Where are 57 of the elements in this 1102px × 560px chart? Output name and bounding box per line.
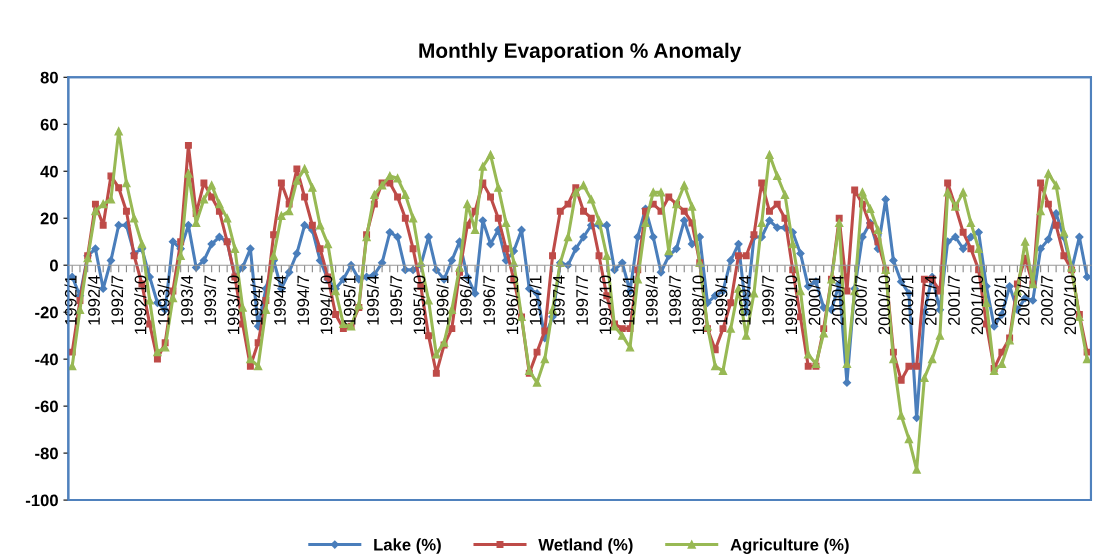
x-tick-label: 2002/7 xyxy=(1040,275,1053,326)
x-tick-label: 1998/4 xyxy=(645,275,658,325)
x-tick-label: 1995/1 xyxy=(343,275,356,325)
x-tick-label: 1996/4 xyxy=(459,275,472,325)
x-tick-label: 1996/1 xyxy=(436,275,449,325)
x-tick-label: 1998/7 xyxy=(668,275,681,325)
x-tick-label: 1994/1 xyxy=(250,275,263,325)
x-tick-label: 2002/1 xyxy=(994,275,1007,326)
x-tick-label: 1994/7 xyxy=(296,275,310,325)
x-tick-label: 1994/10 xyxy=(320,275,333,334)
y-tick-label: 40 xyxy=(40,165,58,178)
x-tick-label: 1998/1 xyxy=(622,275,635,325)
y-tick-label: -60 xyxy=(35,400,58,413)
x-tick-label: 2002/4 xyxy=(1017,275,1030,326)
y-tick-label: 60 xyxy=(40,118,58,131)
x-tick-label: 1992/10 xyxy=(134,275,147,334)
x-tick-label: 2001/1 xyxy=(901,275,914,326)
x-tick-label: 1997/4 xyxy=(552,275,565,325)
legend-label: Wetland (%) xyxy=(538,538,633,554)
x-tick-label: 2000/4 xyxy=(831,275,844,326)
x-tick-label: 2002/10 xyxy=(1063,275,1077,335)
chart-title: Monthly Evaporation % Anomaly xyxy=(419,42,742,63)
x-tick-label: 1996/7 xyxy=(482,275,496,325)
x-tick-label: 1996/10 xyxy=(506,275,519,334)
x-tick-label: 1999/1 xyxy=(715,275,728,325)
x-tick-label: 1993/1 xyxy=(157,275,170,325)
x-tick-label: 1994/4 xyxy=(273,275,286,325)
x-tick-label: 2001/10 xyxy=(970,275,984,335)
y-tick-label: -80 xyxy=(35,447,58,460)
y-tick-label: 80 xyxy=(40,71,58,84)
y-tick-label: 20 xyxy=(40,212,58,225)
y-tick-label: -20 xyxy=(35,306,58,319)
x-tick-label: 1997/10 xyxy=(599,275,612,334)
x-tick-label: 1999/4 xyxy=(738,275,751,325)
x-tick-label: 1999/10 xyxy=(784,275,798,334)
x-tick-label: 2000/1 xyxy=(808,275,821,326)
x-tick-label: 1998/10 xyxy=(691,275,705,334)
y-tick-label: 0 xyxy=(49,259,58,272)
x-tick-label: 1993/10 xyxy=(227,275,240,334)
x-tick-label: 1997/7 xyxy=(575,275,588,325)
x-tick-label: 1995/10 xyxy=(413,275,426,334)
x-tick-label: 1995/4 xyxy=(366,275,379,325)
x-tick-label: 1995/7 xyxy=(389,275,403,325)
y-tick-label: -40 xyxy=(35,353,58,366)
x-tick-label: 1999/7 xyxy=(761,275,774,325)
x-tick-label: 1992/7 xyxy=(110,275,124,325)
x-tick-label: 2001/7 xyxy=(947,275,960,326)
x-tick-label: 2000/10 xyxy=(877,275,891,335)
legend-label: Lake (%) xyxy=(374,538,441,554)
legend-label: Agriculture (%) xyxy=(730,538,849,554)
y-tick-label: -100 xyxy=(25,494,58,507)
x-tick-label: 1993/7 xyxy=(203,275,217,325)
x-tick-label: 2001/4 xyxy=(924,275,937,326)
x-tick-label: 1993/4 xyxy=(180,275,193,325)
x-tick-label: 1992/4 xyxy=(87,275,100,325)
x-tick-label: 1997/1 xyxy=(529,275,542,325)
x-tick-label: 2000/7 xyxy=(854,275,867,326)
